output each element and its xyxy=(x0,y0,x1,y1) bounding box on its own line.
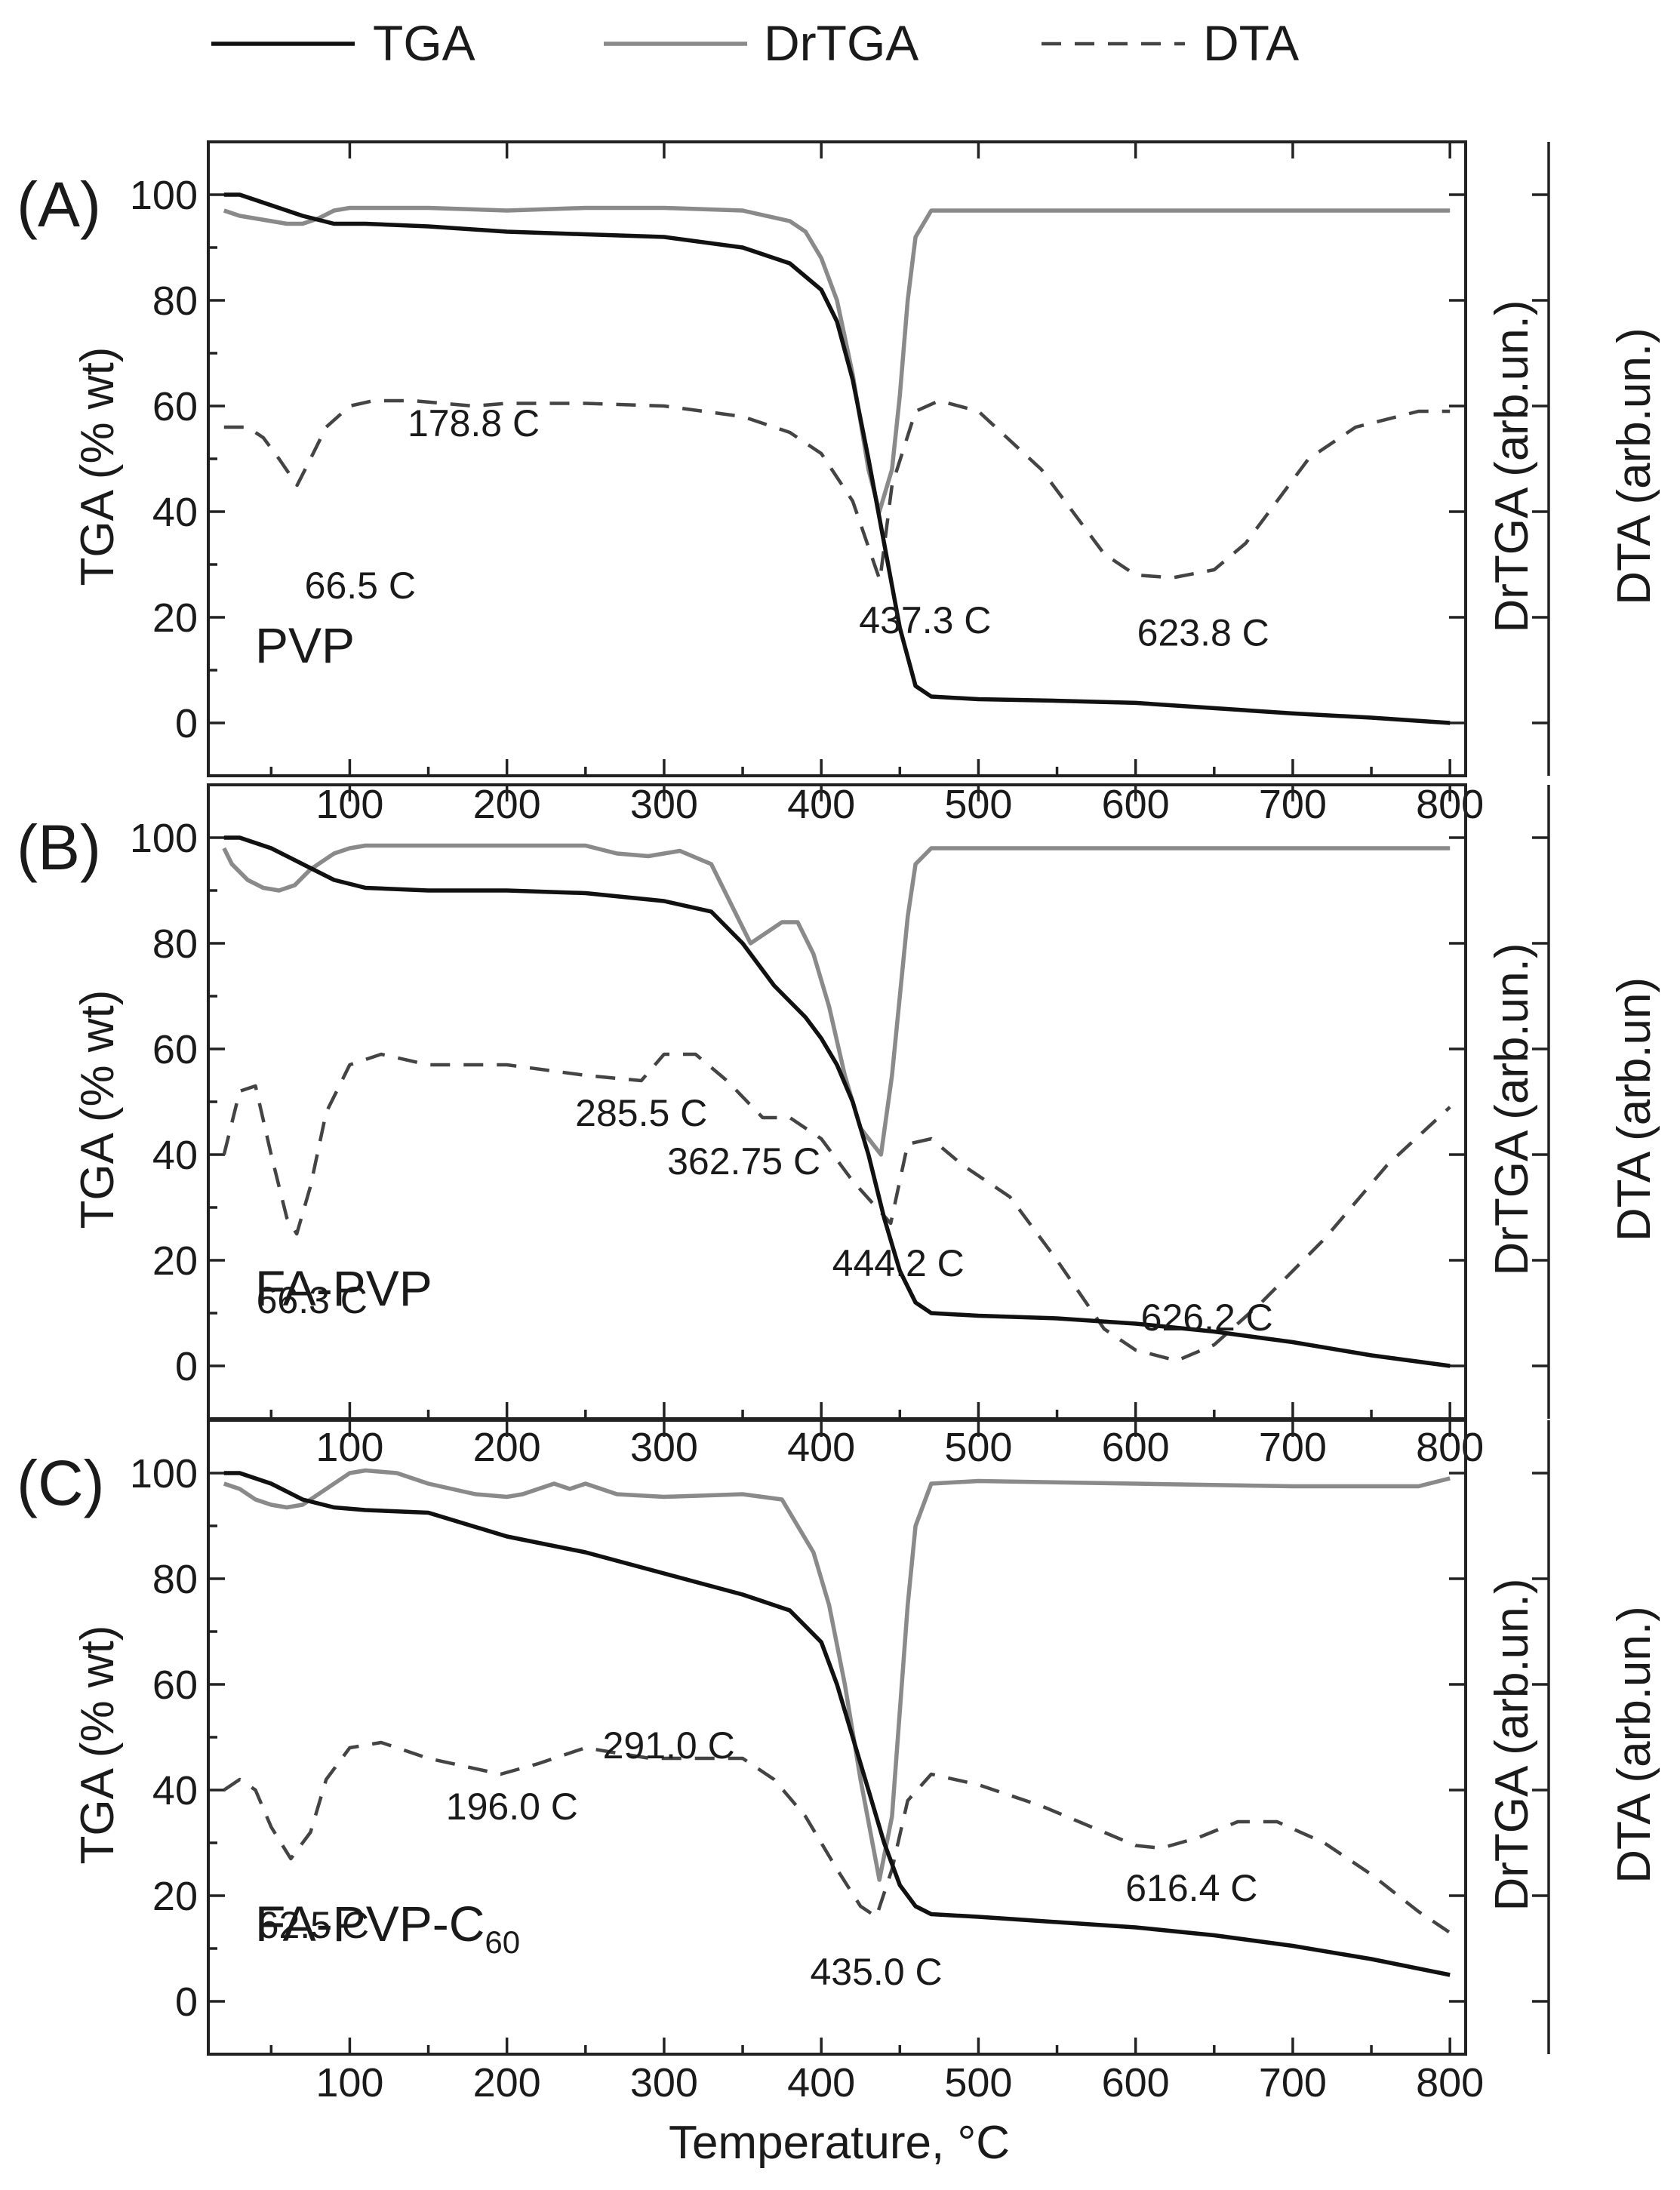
sample-label: FA-PVP xyxy=(255,1260,432,1316)
dta-axis-label: DTA (arb.un.) xyxy=(1608,1606,1660,1884)
y-tick-label: 80 xyxy=(152,1557,198,1602)
y-tick-label: 0 xyxy=(175,1979,198,2025)
x-tick-label: 100 xyxy=(315,2060,383,2105)
legend-dta-label: DTA xyxy=(1203,15,1299,71)
plot-frame xyxy=(207,140,1467,777)
y-tick-label: 20 xyxy=(152,1238,198,1284)
y-tick-label: 0 xyxy=(175,1344,198,1389)
y-axis-label: TGA (% wt) xyxy=(72,990,124,1229)
x-tick-label: 400 xyxy=(787,2060,855,2105)
y-tick-label: 80 xyxy=(152,921,198,967)
drtga-axis-label: DrTGA (arb.un.) xyxy=(1486,300,1538,633)
y-tick-label: 40 xyxy=(152,1768,198,1813)
sample-label-subscript: 60 xyxy=(485,1924,520,1960)
peak-annotation: 437.3 C xyxy=(859,599,991,641)
peak-annotation: 444.2 C xyxy=(832,1242,965,1284)
y-tick-label: 20 xyxy=(152,595,198,641)
y-tick-label: 60 xyxy=(152,384,198,429)
x-tick-label: 200 xyxy=(473,2060,541,2105)
y-tick-label: 100 xyxy=(130,173,198,218)
dta-axis-label: DTA (arb.un.) xyxy=(1608,328,1660,605)
y-tick-label: 80 xyxy=(152,278,198,324)
peak-annotation: 623.8 C xyxy=(1137,612,1269,654)
y-tick-label: 0 xyxy=(175,701,198,746)
series-drtga-line xyxy=(223,1468,1451,1882)
legend-drtga-label: DrTGA xyxy=(764,15,918,71)
series-tga-line xyxy=(223,192,1451,725)
legend: TGA DrTGA DTA xyxy=(211,15,1299,71)
series-tga-line xyxy=(223,1471,1451,1977)
sample-label: FA-PVP-C60 xyxy=(255,1896,520,1960)
panel-letter: (A) xyxy=(17,169,101,240)
y-tick-label: 20 xyxy=(152,1874,198,1919)
y-axis-label: TGA (% wt) xyxy=(72,1626,124,1865)
peak-annotation: 285.5 C xyxy=(575,1092,707,1134)
y-tick-label: 40 xyxy=(152,490,198,535)
series-dta-line xyxy=(222,1052,1451,1363)
panel-letter: (B) xyxy=(17,812,101,883)
drtga-axis-label: DrTGA (arb.un.) xyxy=(1486,1579,1538,1912)
peak-annotation: 626.2 C xyxy=(1141,1296,1273,1339)
y-axis-label: TGA (% wt) xyxy=(72,347,124,586)
x-tick-label: 800 xyxy=(1416,2060,1484,2105)
peak-annotation: 435.0 C xyxy=(811,1951,943,1993)
drtga-axis-label: DrTGA (arb.un.) xyxy=(1486,943,1538,1276)
series-drtga-line xyxy=(223,205,1451,514)
series-dta-line xyxy=(223,1740,1451,1934)
y-tick-label: 60 xyxy=(152,1027,198,1072)
peak-annotation: 362.75 C xyxy=(667,1140,820,1183)
sample-label: PVP xyxy=(255,617,355,673)
panel-letter: (C) xyxy=(17,1447,105,1518)
y-tick-label: 40 xyxy=(152,1133,198,1178)
series-tga-line xyxy=(223,835,1451,1368)
peak-annotation: 178.8 C xyxy=(408,402,540,444)
y-tick-label: 60 xyxy=(152,1662,198,1708)
peak-annotation: 66.3 C xyxy=(257,1279,368,1321)
panel-3: 0 20 40 60 80 100 100 200 300 400 500 600 700 800 62.5… xyxy=(17,1419,1660,2105)
peak-annotation: 62.5 C xyxy=(258,1904,369,1946)
peak-annotation: 66.5 C xyxy=(305,564,416,607)
peak-annotation: 616.4 C xyxy=(1125,1867,1257,1909)
plot-frame xyxy=(207,783,1467,1420)
series-dta-line xyxy=(223,398,1451,583)
x-tick-label: 300 xyxy=(630,2060,698,2105)
x-tick-label: 500 xyxy=(944,2060,1012,2105)
dta-axis-label: DTA (arb.un) xyxy=(1608,977,1660,1241)
peak-annotation: 196.0 C xyxy=(446,1786,578,1828)
series-drtga-line xyxy=(222,843,1451,1157)
x-tick-label: 600 xyxy=(1102,2060,1170,2105)
x-axis-label: Temperature, °C xyxy=(669,2117,1010,2169)
y-tick-label: 100 xyxy=(130,816,198,861)
y-tick-label: 100 xyxy=(130,1451,198,1496)
x-tick-label: 700 xyxy=(1259,2060,1327,2105)
legend-tga-label: TGA xyxy=(373,15,475,71)
peak-annotation: 291.0 C xyxy=(603,1724,735,1767)
